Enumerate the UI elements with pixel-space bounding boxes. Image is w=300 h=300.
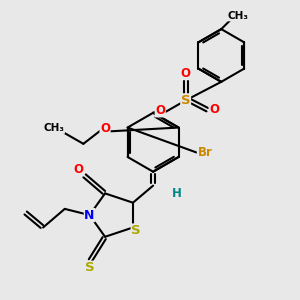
Text: O: O [74, 163, 84, 176]
Text: H: H [171, 187, 181, 200]
Text: O: O [100, 122, 110, 135]
Text: S: S [131, 224, 141, 237]
Text: S: S [181, 94, 190, 107]
Text: S: S [85, 261, 94, 274]
Text: CH₃: CH₃ [44, 123, 64, 133]
Text: O: O [155, 104, 165, 117]
Text: N: N [84, 208, 95, 222]
Text: O: O [209, 103, 219, 116]
Text: O: O [181, 67, 190, 80]
Text: Br: Br [197, 146, 212, 159]
Text: CH₃: CH₃ [227, 11, 248, 21]
